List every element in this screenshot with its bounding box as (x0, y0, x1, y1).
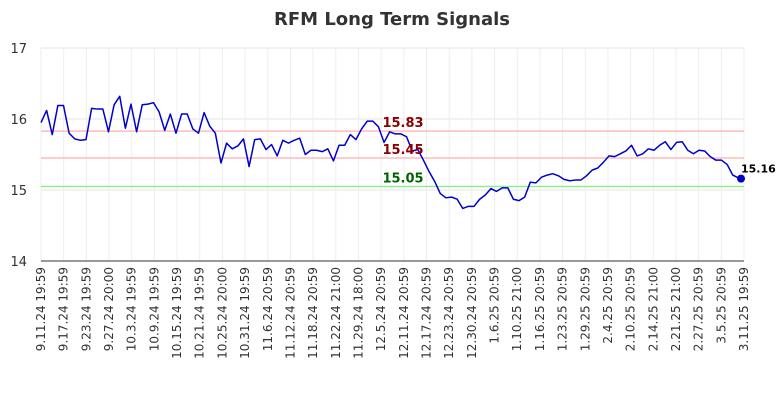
x-tick-label: 10.15.24 19:59 (170, 267, 184, 359)
x-tick-label: 10.9.24 19:59 (147, 267, 161, 351)
x-tick-label: 2.10.25 20:59 (624, 267, 638, 351)
x-tick-label: 1.6.25 20:59 (488, 267, 502, 344)
x-tick-label: 9.27.24 20:00 (102, 267, 116, 351)
labels: 15.83 15.45 15.05 15.16 (382, 116, 776, 186)
x-tick-label: 12.11.24 20:59 (397, 267, 411, 359)
x-tick-label: 11.6.24 20:59 (261, 267, 275, 351)
x-tick-label: 2.14.25 21:00 (646, 267, 660, 351)
last-point-label: 15.16 (741, 163, 776, 176)
x-tick-label: 2.21.25 21:00 (669, 267, 683, 351)
x-tick-label: 9.23.24 19:59 (79, 267, 93, 351)
y-tick-label: 17 (10, 42, 27, 57)
x-tick-label: 11.22.24 21:00 (329, 267, 343, 359)
x-tick-label: 3.5.25 20:59 (714, 267, 728, 344)
x-tick-label: 10.25.24 20:00 (215, 267, 229, 359)
reference-line-label: 15.05 (382, 171, 423, 186)
y-tick-label: 14 (10, 255, 27, 270)
reference-line-label: 15.45 (382, 143, 423, 158)
x-tick-label: 11.12.24 20:59 (283, 267, 297, 359)
reference-lines (41, 130, 744, 188)
x-tick-label: 9.11.24 19:59 (34, 267, 48, 351)
x-tick-label: 1.23.25 20:59 (556, 267, 570, 351)
x-tick-label: 10.21.24 19:59 (193, 267, 207, 359)
x-tick-label: 2.27.25 20:59 (692, 267, 706, 351)
x-tick-label: 10.31.24 19:59 (238, 267, 252, 359)
x-tick-label: 12.5.24 20:59 (374, 267, 388, 351)
x-tick-label: 10.3.24 19:59 (125, 267, 139, 351)
price-line (40, 95, 745, 210)
y-tick-label: 15 (10, 184, 27, 199)
x-tick-label: 12.17.24 20:59 (420, 267, 434, 359)
x-tick-label: 1.10.25 21:00 (510, 267, 524, 351)
x-tick-label: 11.18.24 20:59 (306, 267, 320, 359)
chart-title: RFM Long Term Signals (274, 9, 510, 30)
x-tick-label: 11.29.24 18:00 (351, 267, 365, 359)
x-tick-label: 9.17.24 19:59 (57, 267, 71, 351)
reference-line-label: 15.83 (382, 116, 423, 131)
x-tick-label: 12.23.24 20:59 (442, 267, 456, 359)
x-tick-label: 1.29.25 20:59 (578, 267, 592, 351)
series-layer (40, 95, 745, 210)
last-point-marker (737, 174, 745, 183)
axes: 14 15 16 17 9.11.24 19:59 9.17.24 19:59 9.23.2… (10, 42, 751, 359)
x-tick-label: 2.4.25 20:59 (601, 267, 615, 344)
x-tick-label: 12.30.24 20:59 (465, 267, 479, 359)
y-tick-label: 16 (10, 113, 27, 128)
x-tick-label: 1.16.25 20:59 (533, 267, 547, 351)
x-tick-label: 3.11.25 19:59 (737, 267, 751, 351)
